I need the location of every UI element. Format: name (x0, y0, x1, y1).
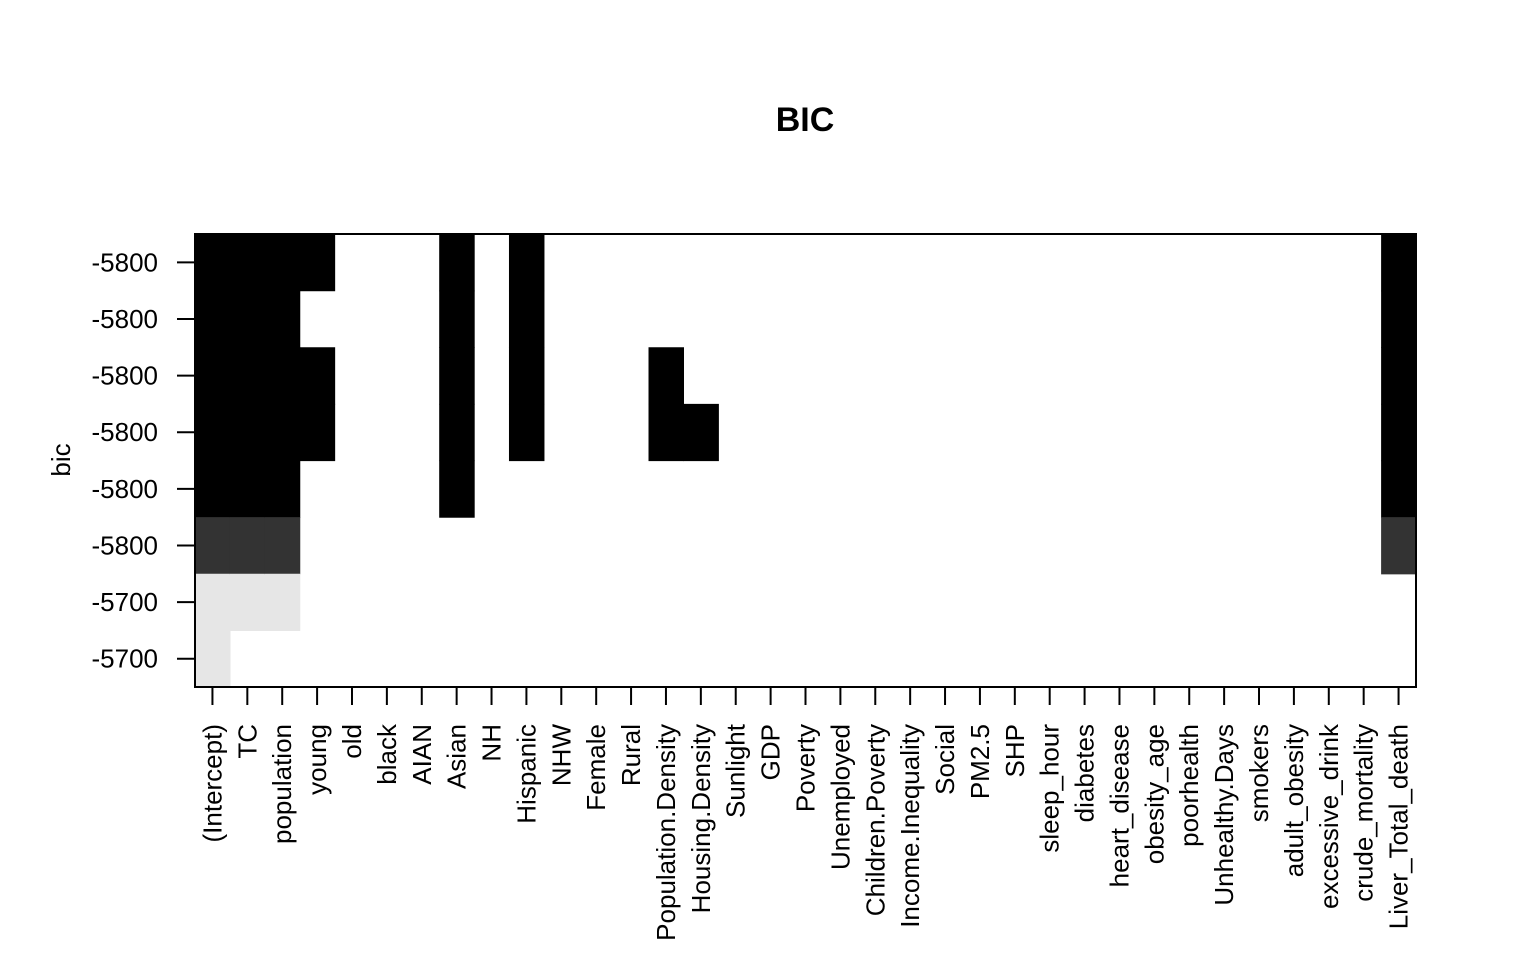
cell-population-density-band-3 (648, 347, 684, 405)
x-tick-label-poverty: Poverty (791, 724, 821, 812)
cell-liver-total-death-band-3 (1381, 347, 1417, 405)
x-tick-label-gdp: GDP (756, 724, 786, 780)
cell-population-density-band-4 (648, 403, 684, 462)
cell-hispanic-band-1 (508, 234, 545, 292)
y-tick-label: -5800 (92, 361, 159, 391)
cell--intercept--band-3 (195, 347, 231, 405)
cell-hispanic-band-3 (508, 347, 545, 405)
cell-population-band-3 (264, 347, 301, 405)
y-axis-label: bic (46, 443, 76, 476)
x-tick-label-shp: SHP (1000, 724, 1030, 777)
x-tick-label-nhw: NHW (546, 724, 576, 787)
cell-young-band-3 (299, 347, 336, 405)
x-tick-label-young: young (302, 724, 332, 795)
y-tick-label: -5800 (92, 304, 159, 334)
x-tick-label-aian: AIAN (407, 724, 437, 785)
x-tick-label-population-density: Population.Density (651, 724, 681, 941)
x-tick-label-asian: Asian (442, 724, 472, 789)
cell-asian-band-3 (439, 347, 475, 405)
x-tick-label-rural: Rural (616, 724, 646, 786)
cell-liver-total-death-band-2 (1381, 290, 1417, 348)
cell-hispanic-band-2 (508, 290, 545, 348)
cell-asian-band-1 (439, 234, 475, 292)
cell-population-band-7 (264, 573, 301, 631)
x-tick-label-children-poverty: Children.Poverty (860, 724, 890, 916)
x-tick-label-heart-disease: heart_disease (1104, 724, 1134, 887)
cell-asian-band-5 (439, 460, 475, 518)
cell-housing-density-band-4 (683, 403, 719, 462)
x-tick-label--intercept-: (Intercept) (197, 724, 227, 843)
cell-asian-band-4 (439, 403, 475, 462)
y-axis: -5800 -5800 -5800 -5800 -5800 -5800 -5700 -5700 (92, 247, 196, 674)
cell-population-band-4 (264, 403, 301, 462)
chart-title: BIC (776, 101, 835, 139)
cell-liver-total-death-band-5 (1381, 460, 1417, 518)
x-tick-label-social: Social (930, 724, 960, 795)
cell-young-band-1 (299, 234, 336, 292)
x-tick-label-housing-density: Housing.Density (686, 724, 716, 913)
cell-population-band-5 (264, 460, 301, 518)
cell-young-band-4 (299, 403, 336, 462)
cell-hispanic-band-4 (508, 403, 545, 462)
cell-tc-band-4 (229, 403, 266, 462)
x-tick-label-diabetes: diabetes (1070, 724, 1100, 822)
cell-asian-band-2 (439, 290, 475, 348)
x-tick-label-smokers: smokers (1244, 724, 1274, 822)
y-tick-label: -5800 (92, 530, 159, 560)
x-tick-label-adult-obesity: adult_obesity (1279, 724, 1309, 877)
x-tick-label-income-inequality: Income.Inequality (895, 724, 925, 928)
cell--intercept--band-7 (195, 573, 231, 631)
cell--intercept--band-4 (195, 403, 231, 462)
x-tick-label-crude-mortality: crude_mortality (1349, 724, 1379, 902)
cell-tc-band-1 (229, 234, 266, 292)
x-tick-label-unemployed: Unemployed (825, 724, 855, 870)
cell--intercept--band-5 (195, 460, 231, 518)
x-axis: (Intercept) TC population young old black AIAN… (197, 686, 1414, 941)
cell-population-band-2 (264, 290, 301, 348)
y-tick-label: -5800 (92, 247, 159, 277)
cell--intercept--band-1 (195, 234, 231, 292)
x-tick-label-old: old (337, 724, 367, 759)
cell-population-band-6 (264, 517, 301, 575)
y-tick-label: -5800 (92, 474, 159, 504)
cell-tc-band-7 (229, 573, 266, 631)
x-tick-label-obesity-age: obesity_age (1139, 724, 1169, 864)
x-tick-label-excessive-drink: excessive_drink (1314, 723, 1344, 909)
cell-tc-band-6 (229, 517, 266, 575)
x-tick-label-nh: NH (477, 724, 507, 762)
cell--intercept--band-2 (195, 290, 231, 348)
x-tick-label-black: black (372, 723, 402, 785)
cell-population-band-1 (264, 234, 301, 292)
x-tick-label-tc: TC (232, 724, 262, 759)
x-tick-label-liver-total-death: Liver_Total_death (1384, 724, 1414, 929)
x-tick-label-female: Female (581, 724, 611, 811)
cell--intercept--band-6 (195, 517, 231, 575)
cell-tc-band-2 (229, 290, 266, 348)
cell-tc-band-5 (229, 460, 266, 518)
cell--intercept--band-8 (195, 630, 231, 688)
cell-tc-band-3 (229, 347, 266, 405)
x-tick-label-poorhealth: poorhealth (1174, 724, 1204, 847)
x-tick-label-sleep-hour: sleep_hour (1035, 724, 1065, 853)
y-tick-label: -5700 (92, 587, 159, 617)
x-tick-label-population: population (267, 724, 297, 844)
x-tick-label-unhealthy-days: Unhealthy.Days (1209, 724, 1239, 906)
cell-liver-total-death-band-4 (1381, 403, 1417, 462)
y-tick-label: -5800 (92, 417, 159, 447)
x-tick-label-sunlight: Sunlight (721, 723, 751, 818)
x-tick-label-pm2-5: PM2.5 (965, 724, 995, 799)
heatmap-cells (195, 234, 1417, 688)
cell-liver-total-death-band-6 (1381, 517, 1417, 575)
cell-liver-total-death-band-1 (1381, 234, 1417, 292)
x-tick-label-hispanic: Hispanic (511, 724, 541, 824)
plot-frame (194, 233, 1417, 688)
y-tick-label: -5700 (92, 644, 159, 674)
